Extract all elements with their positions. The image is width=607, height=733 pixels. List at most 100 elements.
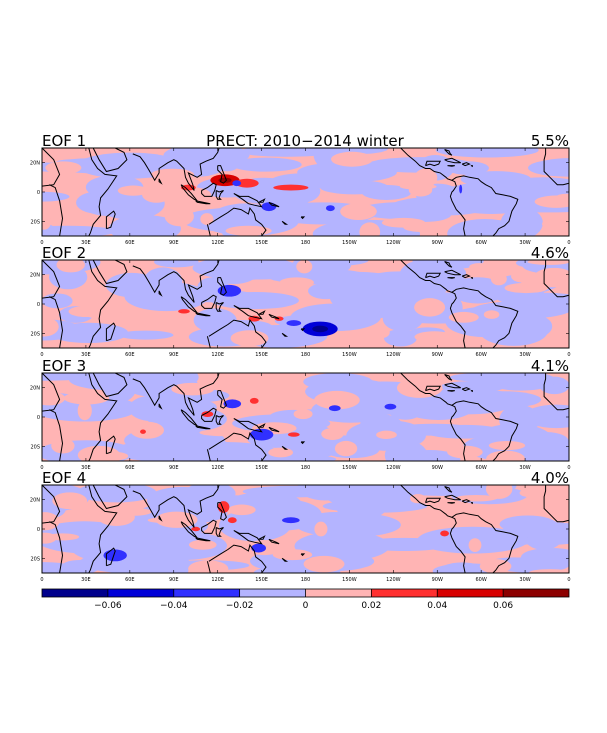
neutral-blob bbox=[527, 260, 569, 265]
variance-label: 4.1% bbox=[531, 357, 569, 375]
positive-anomaly bbox=[235, 178, 259, 188]
positive-anomaly bbox=[440, 530, 449, 537]
coastline bbox=[425, 497, 442, 504]
neutral-blob bbox=[279, 277, 314, 288]
negative-anomaly bbox=[251, 543, 266, 553]
lon-tick-label: 180 bbox=[301, 465, 311, 471]
colorbar-label: −0.06 bbox=[94, 601, 122, 611]
colorbar-label: 0.06 bbox=[493, 601, 513, 611]
coastline bbox=[258, 535, 266, 540]
colorbar-segment bbox=[371, 589, 438, 597]
coastline bbox=[258, 423, 266, 428]
coastline bbox=[158, 178, 163, 185]
neutral-blob bbox=[297, 260, 369, 267]
lon-tick-label: 120E bbox=[211, 240, 224, 246]
chart-title: PRECT: 2010−2014 winter bbox=[206, 132, 404, 150]
coastline bbox=[258, 198, 266, 203]
neutral-blob bbox=[108, 215, 181, 236]
neutral-blob bbox=[504, 282, 548, 294]
neutral-blob bbox=[76, 485, 157, 503]
neutral-blob bbox=[113, 312, 129, 323]
negative-anomaly bbox=[217, 284, 242, 297]
coastline bbox=[470, 277, 473, 280]
lon-tick-label: 180 bbox=[301, 240, 311, 246]
panel-label: EOF 2 bbox=[42, 244, 86, 262]
coastline bbox=[158, 403, 163, 410]
eof-panel-2: 0 30E 60E 90E 120E 150E 180 150W 120W 90W 60W 30W 0 2… bbox=[30, 244, 571, 358]
neutral-blob bbox=[147, 517, 185, 524]
neutral-blob bbox=[435, 148, 539, 158]
neutral-blob bbox=[105, 272, 159, 298]
coastline bbox=[158, 290, 163, 297]
coastline bbox=[461, 274, 471, 279]
neutral-blob bbox=[42, 512, 60, 531]
variance-label: 4.0% bbox=[531, 469, 569, 487]
lon-tick-label: 90W bbox=[432, 352, 443, 358]
coastline bbox=[233, 418, 263, 433]
lon-tick-label: 150W bbox=[342, 577, 357, 583]
coastline bbox=[158, 515, 163, 522]
lon-tick-label: 120E bbox=[211, 352, 224, 358]
lat-tick-label: 20N bbox=[30, 386, 40, 392]
neutral-blob bbox=[361, 340, 384, 348]
lon-tick-label: 30E bbox=[81, 465, 91, 471]
panel-label: EOF 3 bbox=[42, 357, 86, 375]
lon-tick-label: 0 bbox=[40, 352, 43, 358]
lon-tick-label: 150W bbox=[342, 352, 357, 358]
coastline bbox=[201, 407, 217, 422]
coastline bbox=[88, 485, 118, 573]
coastline bbox=[201, 519, 217, 534]
coastline bbox=[217, 277, 227, 296]
negative-core bbox=[312, 325, 329, 333]
negative-anomaly bbox=[249, 428, 274, 441]
neutral-blob bbox=[523, 404, 569, 429]
neutral-blob bbox=[146, 486, 217, 515]
coastline bbox=[281, 445, 289, 450]
coastline bbox=[217, 390, 227, 409]
coastline bbox=[300, 441, 306, 445]
neutral-blob bbox=[448, 311, 479, 323]
lon-tick-label: 0 bbox=[567, 465, 570, 471]
anomaly-field bbox=[42, 260, 569, 348]
lon-tick-label: 150E bbox=[255, 240, 268, 246]
positive-anomaly bbox=[201, 411, 214, 418]
neutral-blob bbox=[153, 260, 199, 268]
lon-tick-label: 120W bbox=[386, 577, 401, 583]
coastlines bbox=[42, 260, 569, 348]
neutral-blob bbox=[447, 445, 483, 459]
neutral-blob bbox=[118, 330, 174, 340]
coastline bbox=[195, 312, 211, 317]
lon-tick-label: 30E bbox=[81, 240, 91, 246]
coastline bbox=[470, 390, 473, 393]
neutral-blob bbox=[151, 168, 195, 181]
coastline bbox=[268, 201, 280, 208]
coastline bbox=[444, 261, 453, 268]
coastline bbox=[215, 415, 224, 425]
coastline bbox=[233, 305, 263, 320]
coastline bbox=[201, 294, 217, 309]
lon-tick-label: 90E bbox=[169, 240, 179, 246]
neutral-blob bbox=[314, 521, 328, 537]
neutral-blob bbox=[42, 317, 59, 337]
neutral-blob bbox=[382, 305, 424, 332]
neutral-blob bbox=[296, 260, 313, 274]
neutral-blob bbox=[77, 400, 92, 421]
lon-tick-label: 0 bbox=[567, 352, 570, 358]
neutral-blob bbox=[403, 222, 446, 233]
lon-tick-label: 150E bbox=[255, 465, 268, 471]
lon-tick-label: 30W bbox=[519, 577, 530, 583]
coastline bbox=[268, 426, 280, 433]
coastline bbox=[201, 182, 217, 197]
neutral-blob bbox=[460, 171, 532, 188]
lon-tick-label: 30W bbox=[519, 352, 530, 358]
neutral-blob bbox=[390, 281, 423, 292]
lon-tick-label: 150W bbox=[342, 465, 357, 471]
coastlines bbox=[42, 148, 569, 236]
neutral-blob bbox=[85, 310, 111, 319]
lon-tick-label: 90W bbox=[432, 465, 443, 471]
coastline bbox=[447, 277, 455, 279]
negative-anomaly bbox=[286, 320, 302, 327]
coastline bbox=[470, 165, 473, 168]
coastline bbox=[49, 184, 64, 236]
coastline bbox=[206, 431, 267, 461]
